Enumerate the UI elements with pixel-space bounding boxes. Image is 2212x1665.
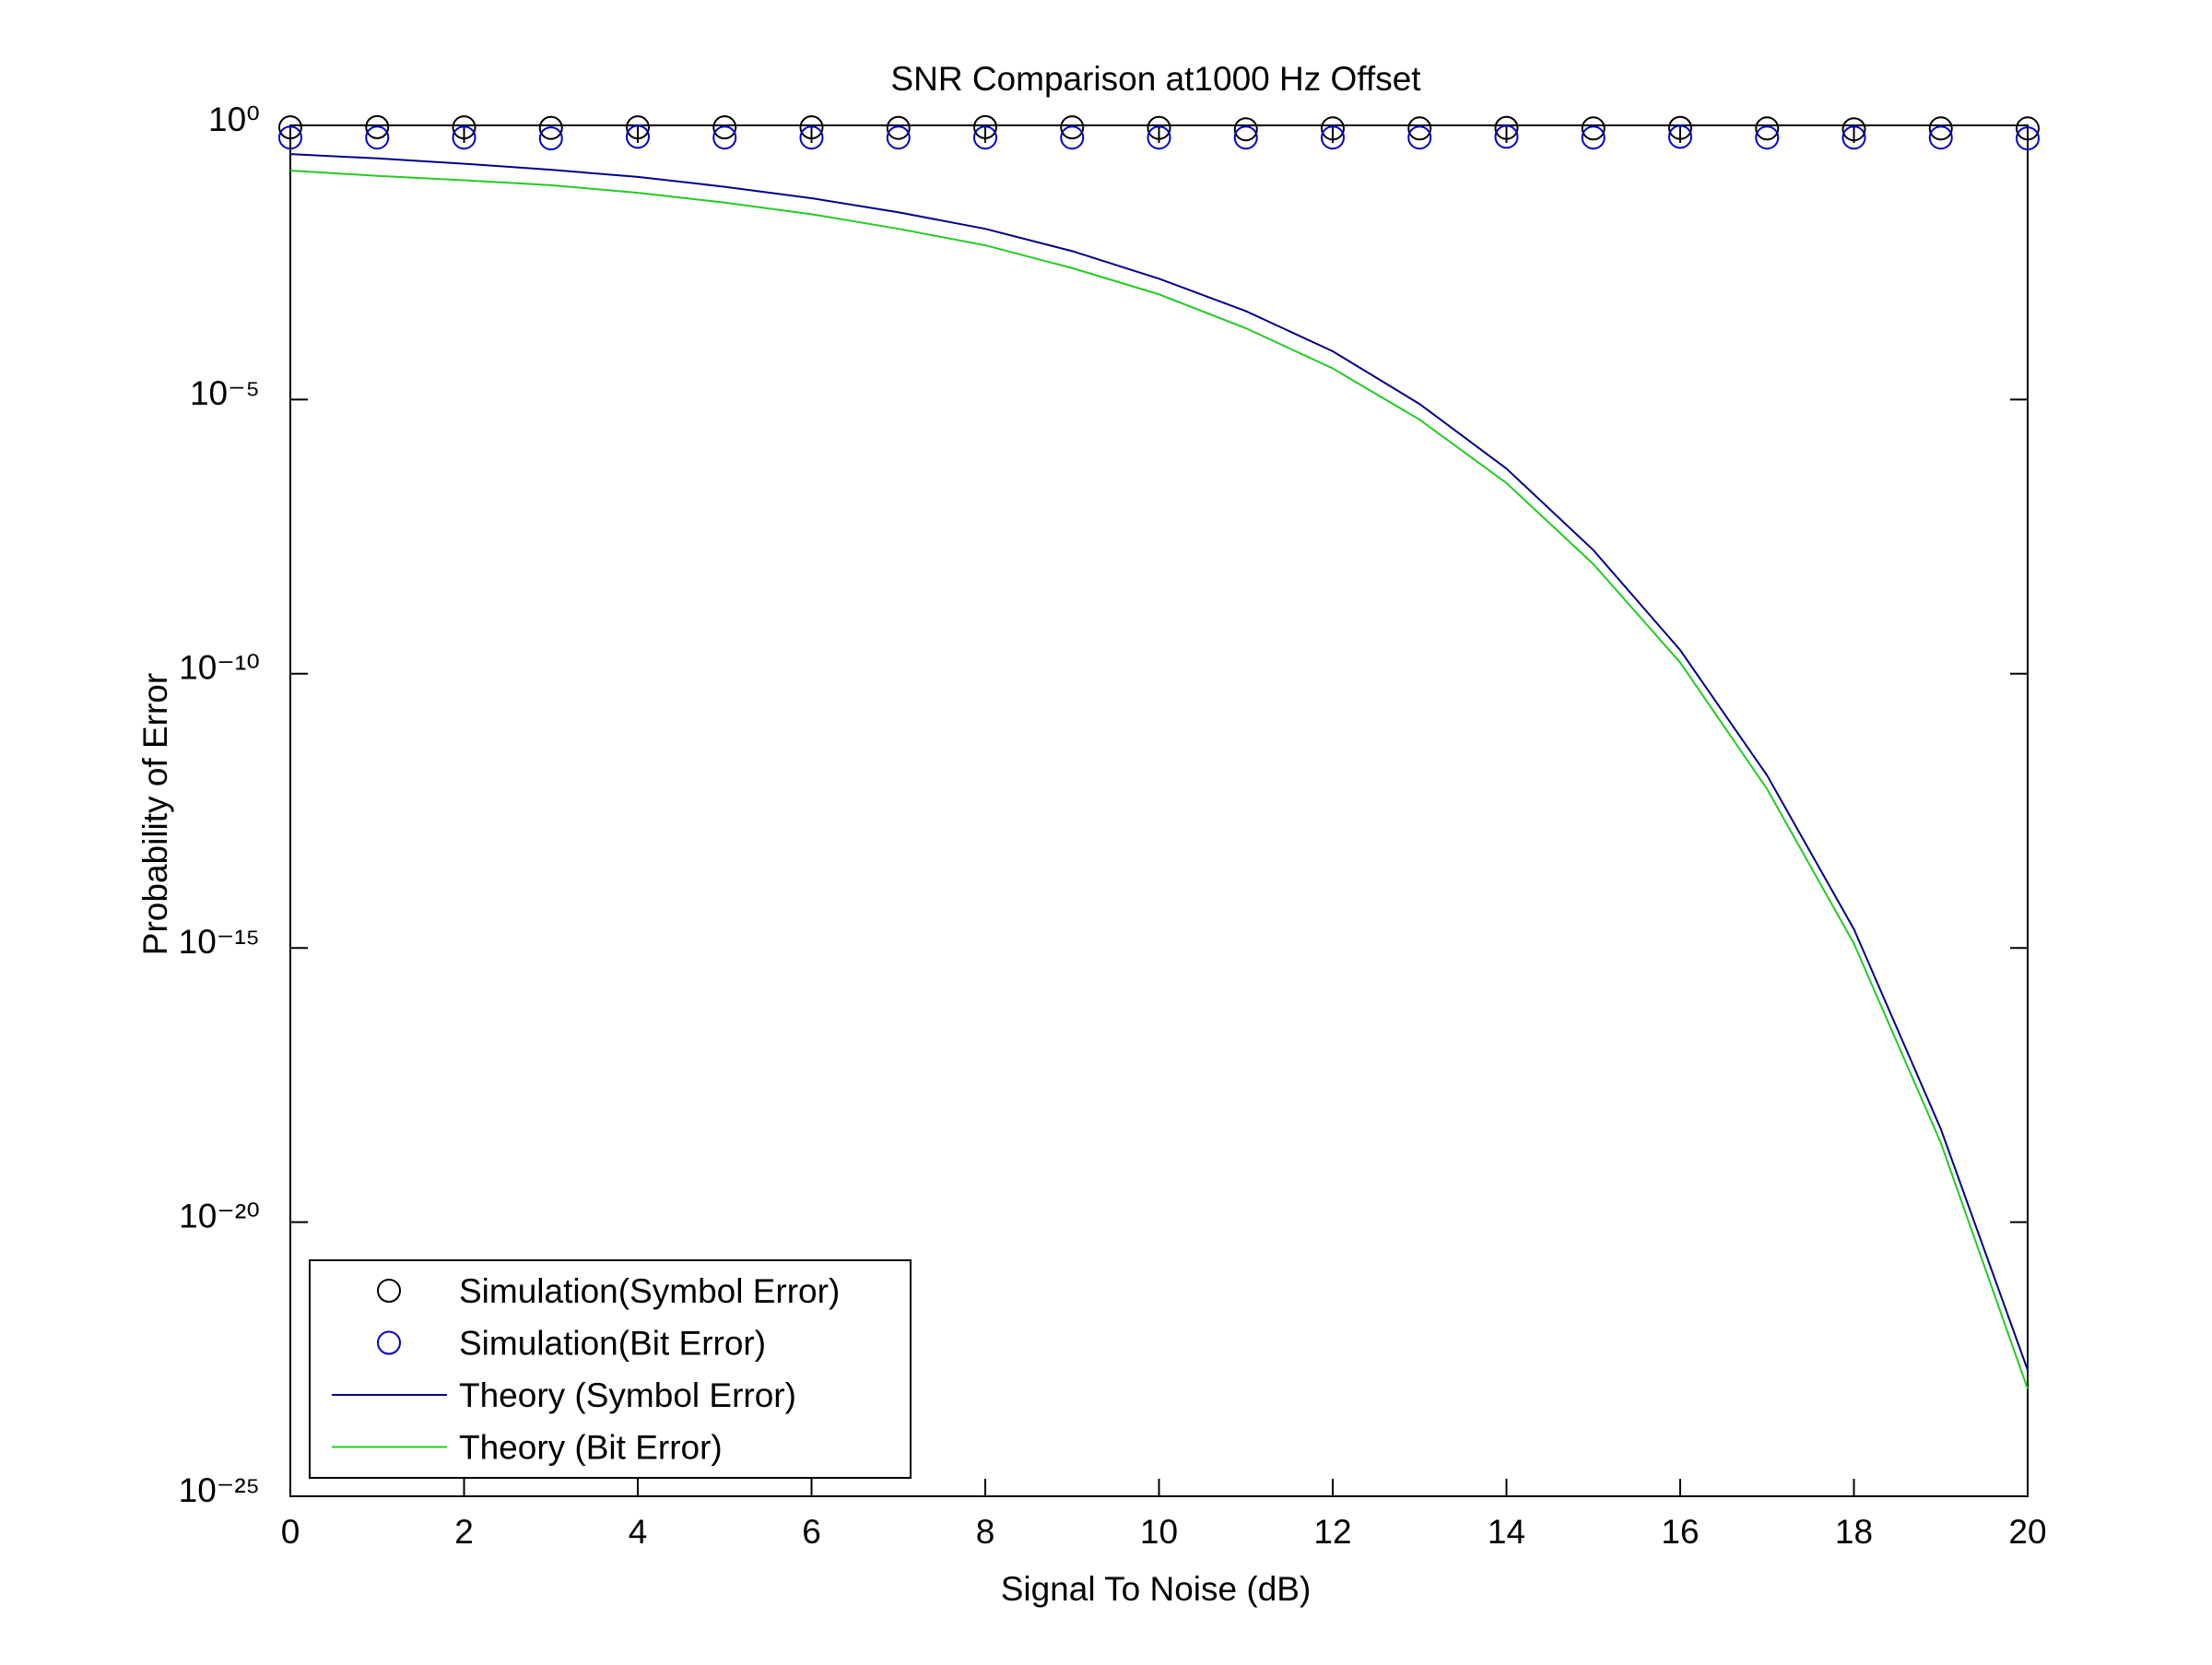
data-point <box>1321 125 1345 150</box>
x-tick-label: 12 <box>1313 1513 1351 1551</box>
data-point <box>712 115 737 140</box>
data-point <box>278 125 302 150</box>
series-line <box>289 170 2029 1389</box>
x-tick-label: 10 <box>1140 1513 1178 1551</box>
data-point <box>1407 125 1432 150</box>
data-point <box>1928 125 1953 150</box>
data-point <box>1321 116 1345 141</box>
y-tick-label: 10⁻¹⁰ <box>179 649 260 687</box>
legend-label: Simulation(Bit Error) <box>459 1324 766 1362</box>
x-tick-label: 6 <box>802 1513 821 1551</box>
x-axis-label: Signal To Noise (dB) <box>1001 1570 1312 1608</box>
data-point <box>1147 115 1171 140</box>
data-point <box>712 125 737 150</box>
y-tick-label: 10⁻⁵ <box>190 374 260 412</box>
data-point <box>799 115 824 140</box>
data-point <box>1233 125 1258 150</box>
x-tick-label: 4 <box>629 1513 648 1551</box>
data-point <box>1233 117 1258 142</box>
x-tick-label: 8 <box>976 1513 995 1551</box>
data-point <box>1668 115 1692 140</box>
data-point <box>278 115 302 140</box>
series-line <box>289 153 2029 1371</box>
data-point <box>973 125 997 150</box>
data-point <box>1755 116 1780 141</box>
data-point <box>1407 116 1432 141</box>
data-point <box>1494 124 1519 149</box>
x-tick-label: 16 <box>1661 1513 1699 1551</box>
y-tick-label: 10⁻¹⁵ <box>179 923 260 961</box>
data-point <box>452 115 477 140</box>
y-tick-label: 10⁻²⁵ <box>179 1471 260 1509</box>
data-point <box>626 124 650 149</box>
data-point <box>538 115 563 140</box>
data-point <box>365 125 390 150</box>
data-point <box>365 114 390 139</box>
y-tick-label: 10⁻²⁰ <box>179 1197 260 1234</box>
data-point <box>452 125 477 150</box>
x-tick-label: 0 <box>281 1513 300 1551</box>
data-point <box>1060 115 1085 140</box>
data-point <box>626 115 650 140</box>
data-point <box>2016 116 2040 141</box>
data-point <box>538 126 563 151</box>
data-point <box>1147 125 1171 150</box>
data-point <box>1060 125 1085 150</box>
y-tick-label: 10⁰ <box>208 100 260 138</box>
x-tick-label: 18 <box>1835 1513 1873 1551</box>
legend-marker <box>377 1330 401 1355</box>
x-tick-label: 20 <box>2008 1513 2046 1551</box>
data-point <box>799 125 824 150</box>
data-point <box>1755 125 1780 150</box>
data-point <box>2016 126 2040 151</box>
data-point <box>886 125 911 150</box>
data-point <box>1668 124 1692 149</box>
legend-box <box>309 1259 912 1479</box>
legend-label: Theory (Symbol Error) <box>459 1376 796 1414</box>
data-point <box>886 115 911 140</box>
legend-marker <box>377 1279 401 1303</box>
data-point <box>973 114 997 139</box>
x-tick-label: 2 <box>454 1513 474 1551</box>
legend-label: Simulation(Symbol Error) <box>459 1272 840 1310</box>
data-point <box>1581 116 1606 141</box>
legend-label: Theory (Bit Error) <box>459 1428 723 1466</box>
chart-title: SNR Comparison at1000 Hz Offset <box>890 60 1421 98</box>
data-point <box>1841 125 1866 150</box>
data-point <box>1581 125 1606 150</box>
data-point <box>1928 116 1953 141</box>
y-axis-label: Probability of Error <box>136 673 174 955</box>
data-point <box>1841 117 1866 142</box>
data-point <box>1494 115 1519 140</box>
x-tick-label: 14 <box>1488 1513 1525 1551</box>
